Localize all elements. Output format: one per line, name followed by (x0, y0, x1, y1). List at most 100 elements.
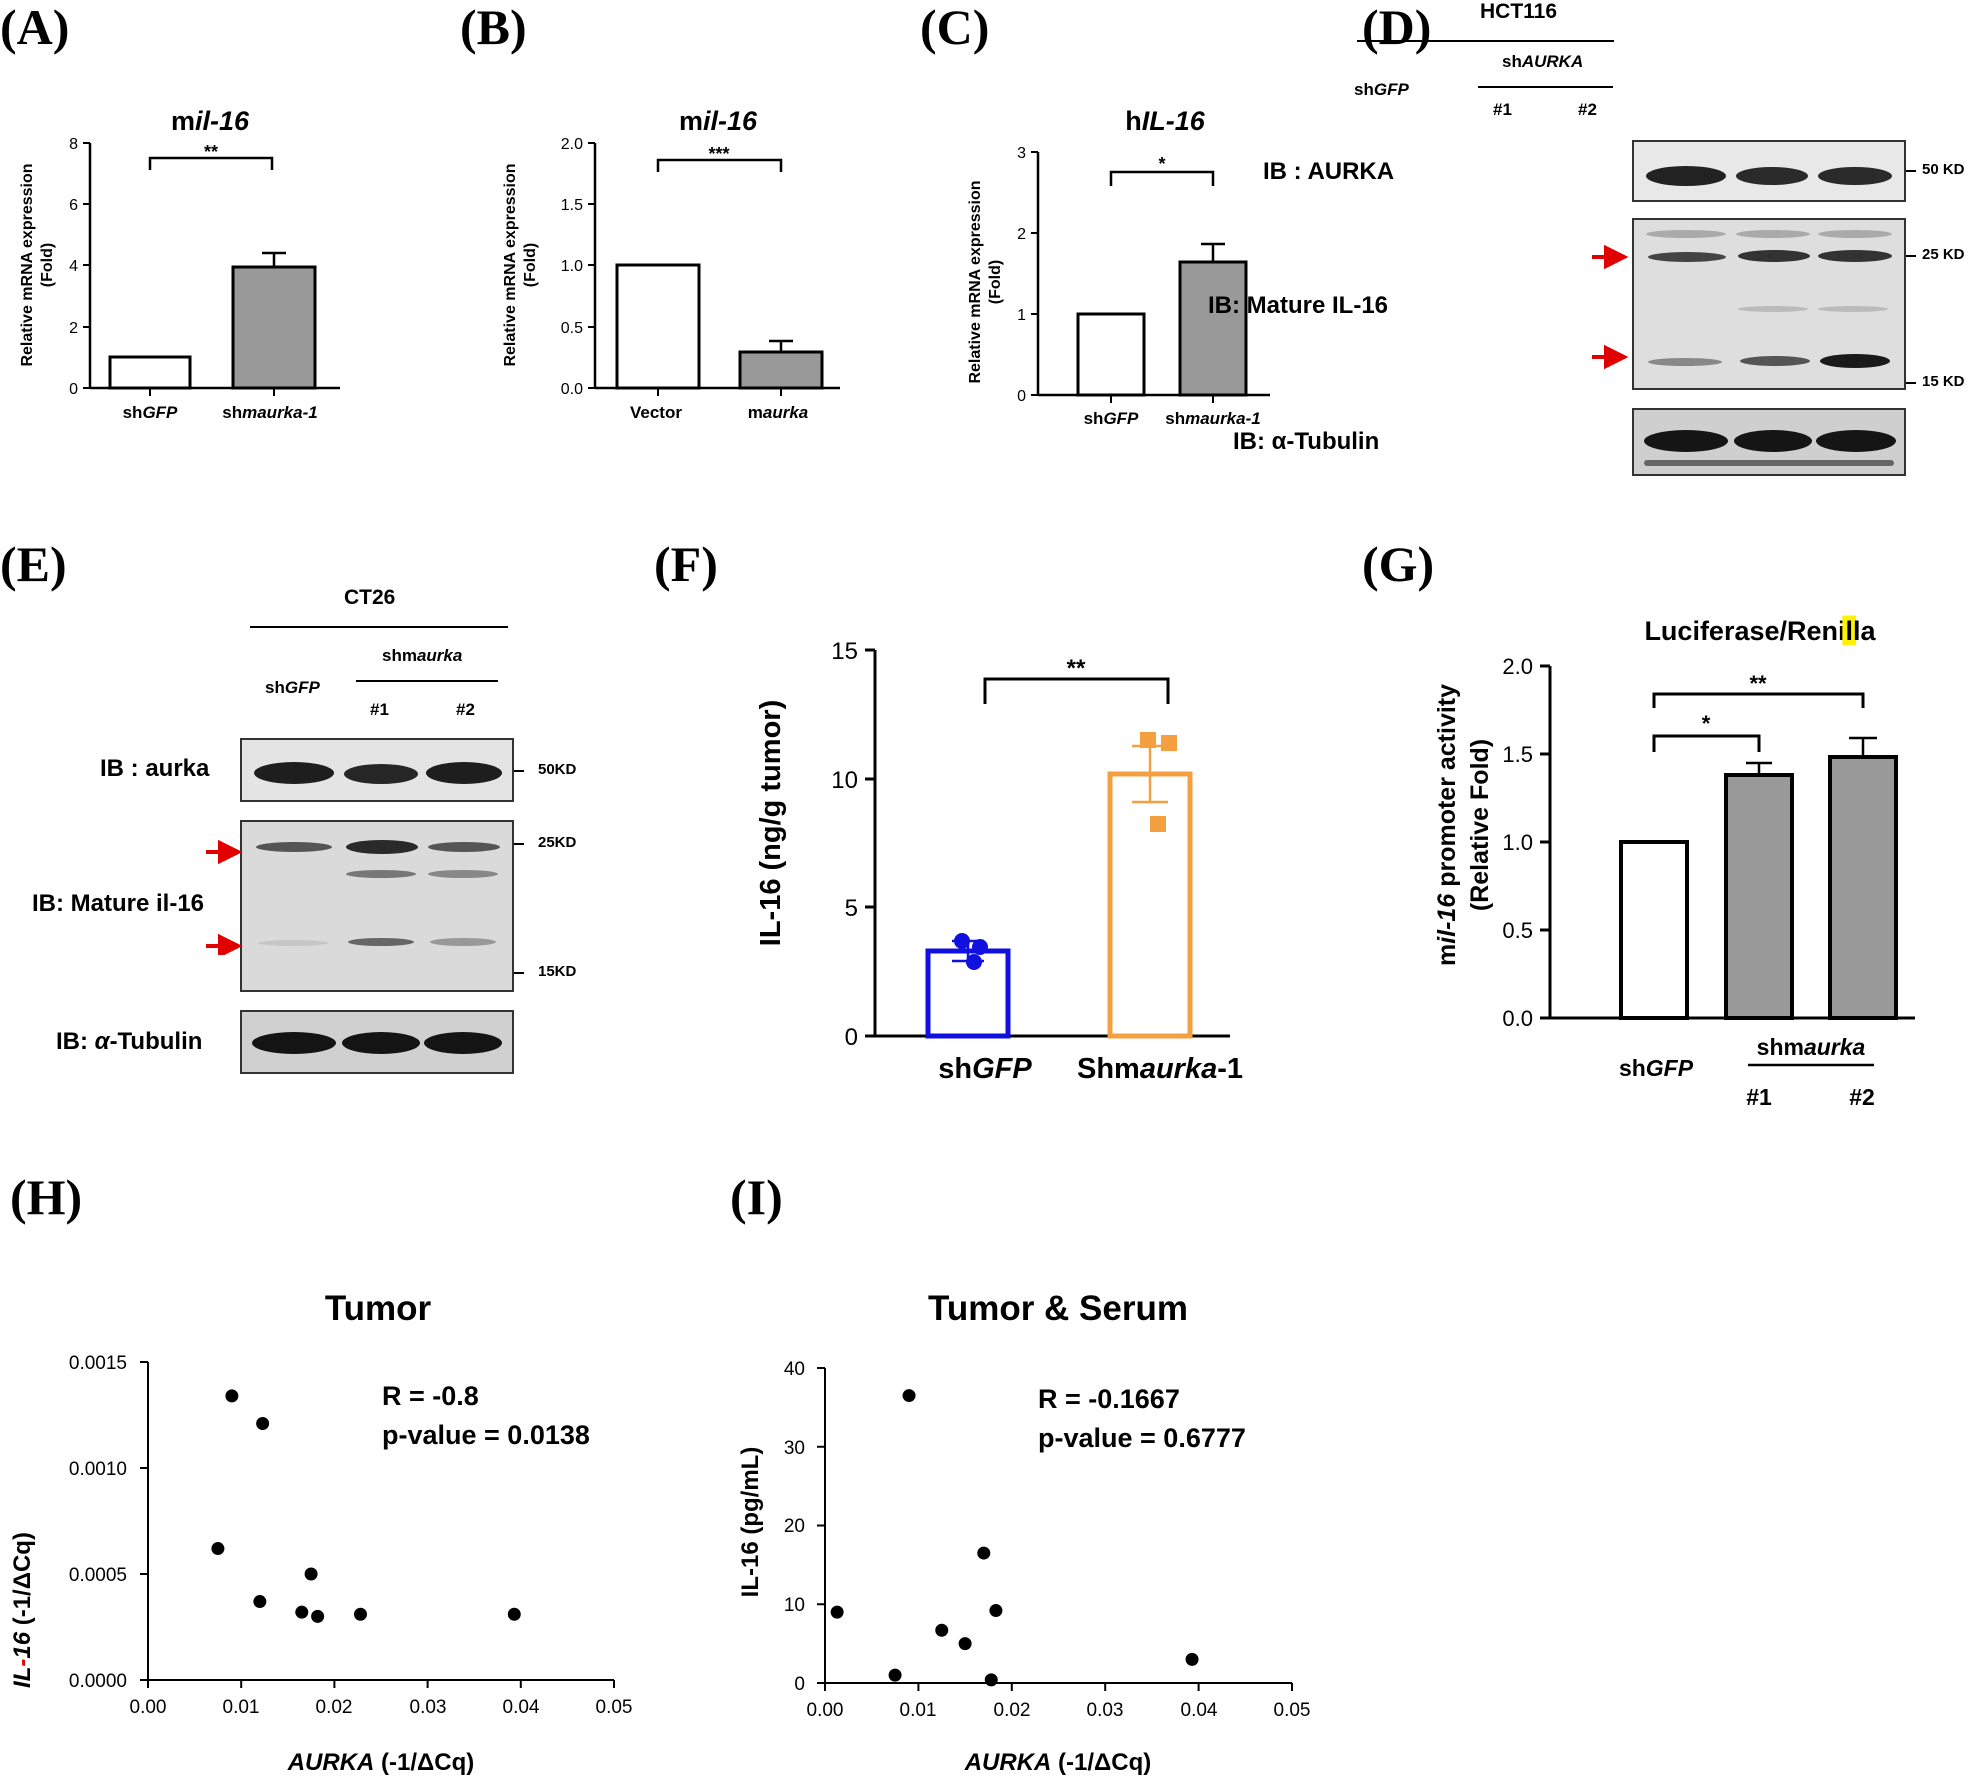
chart-b-cat-maurka: maurka (748, 403, 809, 422)
chart-b-ticks: 0.0 0.5 1.0 1.5 2.0 (561, 136, 595, 398)
chart-f-sig: ** (1067, 655, 1086, 682)
chart-b-ylabel-2: (Fold) (522, 243, 539, 287)
chart-g: Luciferase/Renilla mil-16 promoter activ… (1400, 600, 1975, 1120)
panel-label-e: (E) (0, 535, 67, 593)
chart-c-ytick: 1 (1017, 307, 1026, 324)
chart-i-point (935, 1624, 948, 1637)
chart-i-xtick: 0.05 (1274, 1700, 1311, 1721)
chart-h-point (295, 1606, 308, 1619)
chart-h-point (211, 1542, 224, 1555)
blot-e-kd-tick-3 (514, 972, 524, 974)
chart-f-ytick: 10 (831, 767, 858, 794)
blot-e-arrows (204, 835, 244, 955)
chart-h-ytick: 0.0005 (69, 1565, 127, 1586)
blot-d-kd-15: 15 KD (1922, 373, 1965, 390)
chart-g-sig-1: * (1702, 711, 1711, 736)
chart-f-point (966, 954, 982, 970)
chart-f-cat-shgfp: shGFP (938, 1053, 1032, 1085)
chart-c-ylabel-1: Relative mRNA expression (967, 180, 984, 383)
blot-d-line-top (1357, 40, 1614, 42)
chart-c-sig: * (1158, 154, 1165, 174)
chart-h-ytick: 0.0000 (69, 1671, 127, 1692)
blot-e-label-aurka: IB : aurka (100, 755, 209, 783)
chart-f-ytick: 0 (845, 1024, 858, 1051)
chart-b-ytick: 0.5 (561, 320, 583, 337)
blot-d-kd-tick-2 (1906, 255, 1916, 257)
chart-i-ytick: 0 (794, 1674, 805, 1695)
chart-h-point (256, 1417, 269, 1430)
chart-i-xtick: 0.00 (807, 1700, 844, 1721)
red-arrow-icon (206, 937, 238, 955)
chart-a: mil-16 Relative mRNA expression (Fold) 0… (0, 0, 460, 440)
chart-b-bar-vector (617, 265, 699, 388)
blot-d-lane-shgfp: shGFP (1354, 80, 1409, 100)
chart-h-point (305, 1568, 318, 1581)
blot-e-group: shmaurka (382, 646, 462, 666)
blot-d-label-il16: IB: Mature IL-16 (1208, 292, 1388, 320)
chart-h-xlabel: AURKA (-1/ΔCq) (287, 1749, 475, 1776)
chart-h-ytick: 0.0015 (69, 1353, 127, 1374)
chart-i-ticks (817, 1368, 1292, 1691)
chart-h-ytick: 0.0010 (69, 1459, 127, 1480)
chart-f-point (972, 939, 988, 955)
chart-a-ytick: 4 (69, 258, 78, 275)
chart-g-bar-2 (1830, 757, 1896, 1018)
blot-e-label-il16: IB: Mature il-16 (32, 890, 204, 918)
chart-f-point (1140, 732, 1156, 748)
chart-h-point (225, 1389, 238, 1402)
blot-d-gel-tubulin (1632, 408, 1906, 476)
chart-h-ticks (140, 1362, 614, 1688)
chart-f-ylabel: IL-16 (ng/g tumor) (755, 700, 787, 946)
chart-i-xtick: 0.01 (900, 1700, 937, 1721)
chart-f: IL-16 (ng/g tumor) 0 5 10 15 ** shGFP Sh… (740, 620, 1300, 1100)
chart-g-ylabel-2: (Relative Fold) (1466, 739, 1494, 911)
chart-h-stat-r: R = -0.8 (382, 1381, 479, 1411)
chart-c-ylabel-2: (Fold) (987, 260, 1004, 304)
chart-a-cat-shgfp: shGFP (123, 403, 178, 422)
chart-g-ytick: 1.5 (1502, 742, 1533, 767)
chart-f-point (954, 933, 970, 949)
chart-i-ytick: 40 (784, 1359, 805, 1380)
chart-g-ytick: 0.0 (1502, 1006, 1533, 1031)
chart-g-ticks: 0.0 0.5 1.0 1.5 2.0 (1502, 654, 1550, 1031)
blot-e-lane-2: #2 (456, 700, 475, 720)
chart-g-ytick: 0.5 (1502, 918, 1533, 943)
chart-i-point (985, 1673, 998, 1686)
blot-e-line-group (356, 680, 498, 682)
chart-h-xtick: 0.03 (410, 1697, 447, 1718)
chart-a-cat-shmaurka: shmaurka-1 (222, 403, 317, 422)
chart-a-ytick: 2 (69, 320, 78, 337)
chart-b: mil-16 Relative mRNA expression (Fold) 0… (460, 0, 920, 440)
chart-i-point (959, 1637, 972, 1650)
chart-b-bar-maurka (740, 352, 822, 388)
chart-f-bar-shmaurka (1110, 774, 1190, 1036)
chart-h-point (311, 1610, 324, 1623)
blot-d-group: shAURKA (1502, 52, 1583, 72)
chart-a-ytick: 6 (69, 197, 78, 214)
chart-f-point (1150, 816, 1166, 832)
blot-d-cell-line: HCT116 (1480, 0, 1557, 24)
chart-a-title: mil-16 (171, 106, 250, 136)
chart-i-stat-p: p-value = 0.6777 (1038, 1423, 1246, 1453)
chart-a-ylabel-2: (Fold) (39, 243, 56, 287)
chart-i-xtick: 0.03 (1087, 1700, 1124, 1721)
chart-i-point (989, 1604, 1002, 1617)
panel-label-h: (H) (10, 1168, 82, 1226)
chart-g-ytick: 1.0 (1502, 830, 1533, 855)
chart-b-ytick: 2.0 (561, 136, 583, 153)
blot-d-arrows (1590, 240, 1632, 370)
chart-a-bar-shgfp (110, 357, 190, 388)
chart-g-sig-bracket-2 (1654, 694, 1863, 708)
chart-i-xlabel: AURKA (-1/ΔCq) (964, 1749, 1152, 1776)
chart-h-xtick: 0.00 (130, 1697, 167, 1718)
blot-d-kd-25: 25 KD (1922, 246, 1965, 263)
chart-c-title: hIL-16 (1125, 106, 1206, 136)
chart-i: Tumor & Serum IL-16 (pg/mL) 0.00 0.01 0.… (700, 1270, 1400, 1782)
chart-g-bar-shgfp (1621, 842, 1687, 1018)
chart-c-ytick: 0 (1017, 388, 1026, 405)
chart-g-bar-1 (1726, 775, 1792, 1018)
chart-f-ytick: 15 (831, 638, 858, 665)
chart-f-ytick: 5 (845, 895, 858, 922)
chart-a-ticks: 0 2 4 6 8 (69, 136, 90, 398)
blot-d-line-group (1478, 86, 1613, 88)
